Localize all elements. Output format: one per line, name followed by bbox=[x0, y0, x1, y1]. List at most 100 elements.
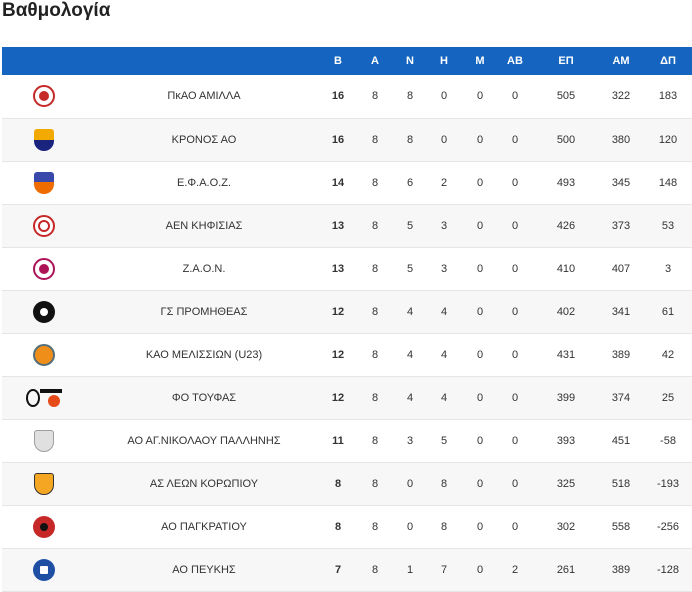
pf-cell: 302 bbox=[556, 520, 576, 533]
pa-cell: 389 bbox=[611, 563, 631, 576]
table-row[interactable]: Ε.Φ.Α.Ο.Ζ. 14 8 6 2 0 0 493 345 148 bbox=[2, 161, 692, 204]
team-logo-cell bbox=[2, 376, 86, 419]
table-row[interactable]: ΑΟ ΠΑΓΚΡΑΤΙΟΥ 8 8 0 8 0 0 302 558 -256 bbox=[2, 505, 692, 548]
m-cell: 0 bbox=[476, 90, 484, 103]
header-points[interactable]: Β bbox=[334, 55, 342, 67]
table-row[interactable]: ΑΟ ΠΕΥΚΗΣ 7 8 1 7 0 2 261 389 -128 bbox=[2, 548, 692, 591]
pf-cell: 261 bbox=[556, 563, 576, 576]
table-row[interactable]: ΦΟ ΤΟΥΦΑΣ 12 8 4 4 0 0 399 374 25 bbox=[2, 376, 692, 419]
header-pf[interactable]: ΕΠ bbox=[558, 55, 574, 67]
m-cell: 0 bbox=[476, 563, 484, 576]
header-pa[interactable]: ΑΜ bbox=[612, 55, 630, 67]
table-row[interactable]: ΑΣ ΛΕΩΝ ΚΟΡΩΠΙΟΥ 8 8 0 8 0 0 325 518 -19… bbox=[2, 462, 692, 505]
standings-table: Β Α Ν Η Μ ΑΒ ΕΠ ΑΜ ΔΠ ΠκΑΟ ΑΜΙΛΛΑ 16 8 8… bbox=[2, 47, 692, 592]
pa-cell: 345 bbox=[611, 176, 631, 189]
pf-cell: 399 bbox=[556, 391, 576, 404]
pf-cell: 402 bbox=[556, 305, 576, 318]
header-diff[interactable]: ΔΠ bbox=[660, 55, 676, 67]
diff-cell: 183 bbox=[658, 90, 678, 103]
played-cell: 8 bbox=[371, 176, 379, 189]
table-row[interactable]: ΑΕΝ ΚΗΦΙΣΙΑΣ 13 8 5 3 0 0 426 373 53 bbox=[2, 204, 692, 247]
played-cell: 8 bbox=[371, 90, 379, 103]
diff-cell: 148 bbox=[658, 176, 678, 189]
m-cell: 0 bbox=[476, 348, 484, 361]
losses-cell: 8 bbox=[440, 477, 448, 490]
melission-logo-icon bbox=[33, 343, 55, 366]
team-name[interactable]: ΠκΑΟ ΑΜΙΛΛΑ bbox=[167, 90, 241, 103]
team-name[interactable]: ΚΑΟ ΜΕΛΙΣΣΙΩΝ (U23) bbox=[145, 348, 263, 361]
ab-cell: 0 bbox=[511, 262, 519, 275]
m-cell: 0 bbox=[476, 305, 484, 318]
team-name[interactable]: ΑΟ ΑΓ.ΝΙΚΟΛΑΟΥ ΠΑΛΛΗΝΗΣ bbox=[127, 434, 281, 447]
team-logo-cell bbox=[2, 548, 86, 591]
points-cell: 12 bbox=[331, 305, 345, 318]
team-name[interactable]: ΑΟ ΠΕΥΚΗΣ bbox=[172, 563, 236, 576]
played-cell: 8 bbox=[371, 434, 379, 447]
table-row[interactable]: ΓΣ ΠΡΟΜΗΘΕΑΣ 12 8 4 4 0 0 402 341 61 bbox=[2, 290, 692, 333]
losses-cell: 4 bbox=[440, 391, 448, 404]
header-wins[interactable]: Ν bbox=[406, 55, 414, 67]
team-name[interactable]: ΑΟ ΠΑΓΚΡΑΤΙΟΥ bbox=[161, 520, 247, 533]
wins-cell: 4 bbox=[406, 391, 414, 404]
wins-cell: 0 bbox=[406, 477, 414, 490]
header-ab[interactable]: ΑΒ bbox=[507, 55, 523, 67]
header-losses[interactable]: Η bbox=[440, 55, 448, 67]
played-cell: 8 bbox=[371, 520, 379, 533]
ab-cell: 0 bbox=[511, 391, 519, 404]
table-row[interactable]: ΚΡΟΝΟΣ ΑΟ 16 8 8 0 0 0 500 380 120 bbox=[2, 118, 692, 161]
zaon-logo-icon bbox=[33, 257, 55, 280]
losses-cell: 2 bbox=[440, 176, 448, 189]
pf-cell: 410 bbox=[556, 262, 576, 275]
diff-cell: 120 bbox=[658, 133, 678, 146]
pf-cell: 500 bbox=[556, 133, 576, 146]
table-row[interactable]: ΠκΑΟ ΑΜΙΛΛΑ 16 8 8 0 0 0 505 322 183 bbox=[2, 75, 692, 118]
team-logo-cell bbox=[2, 290, 86, 333]
team-logo-cell bbox=[2, 75, 86, 118]
table-row[interactable]: Ζ.Α.Ο.Ν. 13 8 5 3 0 0 410 407 3 bbox=[2, 247, 692, 290]
kronos-logo-icon bbox=[34, 128, 54, 151]
team-logo-cell bbox=[2, 333, 86, 376]
diff-cell: 42 bbox=[661, 348, 675, 361]
pa-cell: 558 bbox=[611, 520, 631, 533]
team-name[interactable]: Ε.Φ.Α.Ο.Ζ. bbox=[176, 176, 231, 189]
points-cell: 8 bbox=[334, 520, 342, 533]
team-name[interactable]: ΦΟ ΤΟΥΦΑΣ bbox=[171, 391, 237, 404]
team-name[interactable]: ΑΕΝ ΚΗΦΙΣΙΑΣ bbox=[165, 219, 243, 232]
played-cell: 8 bbox=[371, 391, 379, 404]
peukis-logo-icon bbox=[33, 558, 55, 581]
table-row[interactable]: ΚΑΟ ΜΕΛΙΣΣΙΩΝ (U23) 12 8 4 4 0 0 431 389… bbox=[2, 333, 692, 376]
m-cell: 0 bbox=[476, 391, 484, 404]
header-team bbox=[86, 47, 322, 75]
played-cell: 8 bbox=[371, 305, 379, 318]
team-name[interactable]: ΓΣ ΠΡΟΜΗΘΕΑΣ bbox=[160, 305, 248, 318]
team-name[interactable]: ΑΣ ΛΕΩΝ ΚΟΡΩΠΙΟΥ bbox=[149, 477, 259, 490]
wins-cell: 6 bbox=[406, 176, 414, 189]
aen-kifisias-logo-icon bbox=[33, 214, 55, 237]
diff-cell: -193 bbox=[656, 477, 680, 490]
table-row[interactable]: ΑΟ ΑΓ.ΝΙΚΟΛΑΟΥ ΠΑΛΛΗΝΗΣ 11 8 3 5 0 0 393… bbox=[2, 419, 692, 462]
pf-cell: 325 bbox=[556, 477, 576, 490]
team-name[interactable]: ΚΡΟΝΟΣ ΑΟ bbox=[171, 133, 237, 146]
header-played[interactable]: Α bbox=[371, 55, 379, 67]
team-name[interactable]: Ζ.Α.Ο.Ν. bbox=[182, 262, 226, 275]
header-m[interactable]: Μ bbox=[475, 55, 485, 67]
points-cell: 16 bbox=[331, 90, 345, 103]
efaoz-logo-icon bbox=[34, 171, 54, 194]
diff-cell: -128 bbox=[656, 563, 680, 576]
m-cell: 0 bbox=[476, 219, 484, 232]
played-cell: 8 bbox=[371, 262, 379, 275]
pa-cell: 322 bbox=[611, 90, 631, 103]
pa-cell: 380 bbox=[611, 133, 631, 146]
points-cell: 13 bbox=[331, 219, 345, 232]
diff-cell: 3 bbox=[664, 262, 672, 275]
wins-cell: 1 bbox=[406, 563, 414, 576]
page-title: Βαθμολογία bbox=[2, 0, 111, 21]
ab-cell: 2 bbox=[511, 563, 519, 576]
m-cell: 0 bbox=[476, 477, 484, 490]
pf-cell: 426 bbox=[556, 219, 576, 232]
wins-cell: 4 bbox=[406, 348, 414, 361]
wins-cell: 5 bbox=[406, 262, 414, 275]
team-logo-cell bbox=[2, 204, 86, 247]
ab-cell: 0 bbox=[511, 477, 519, 490]
ab-cell: 0 bbox=[511, 176, 519, 189]
